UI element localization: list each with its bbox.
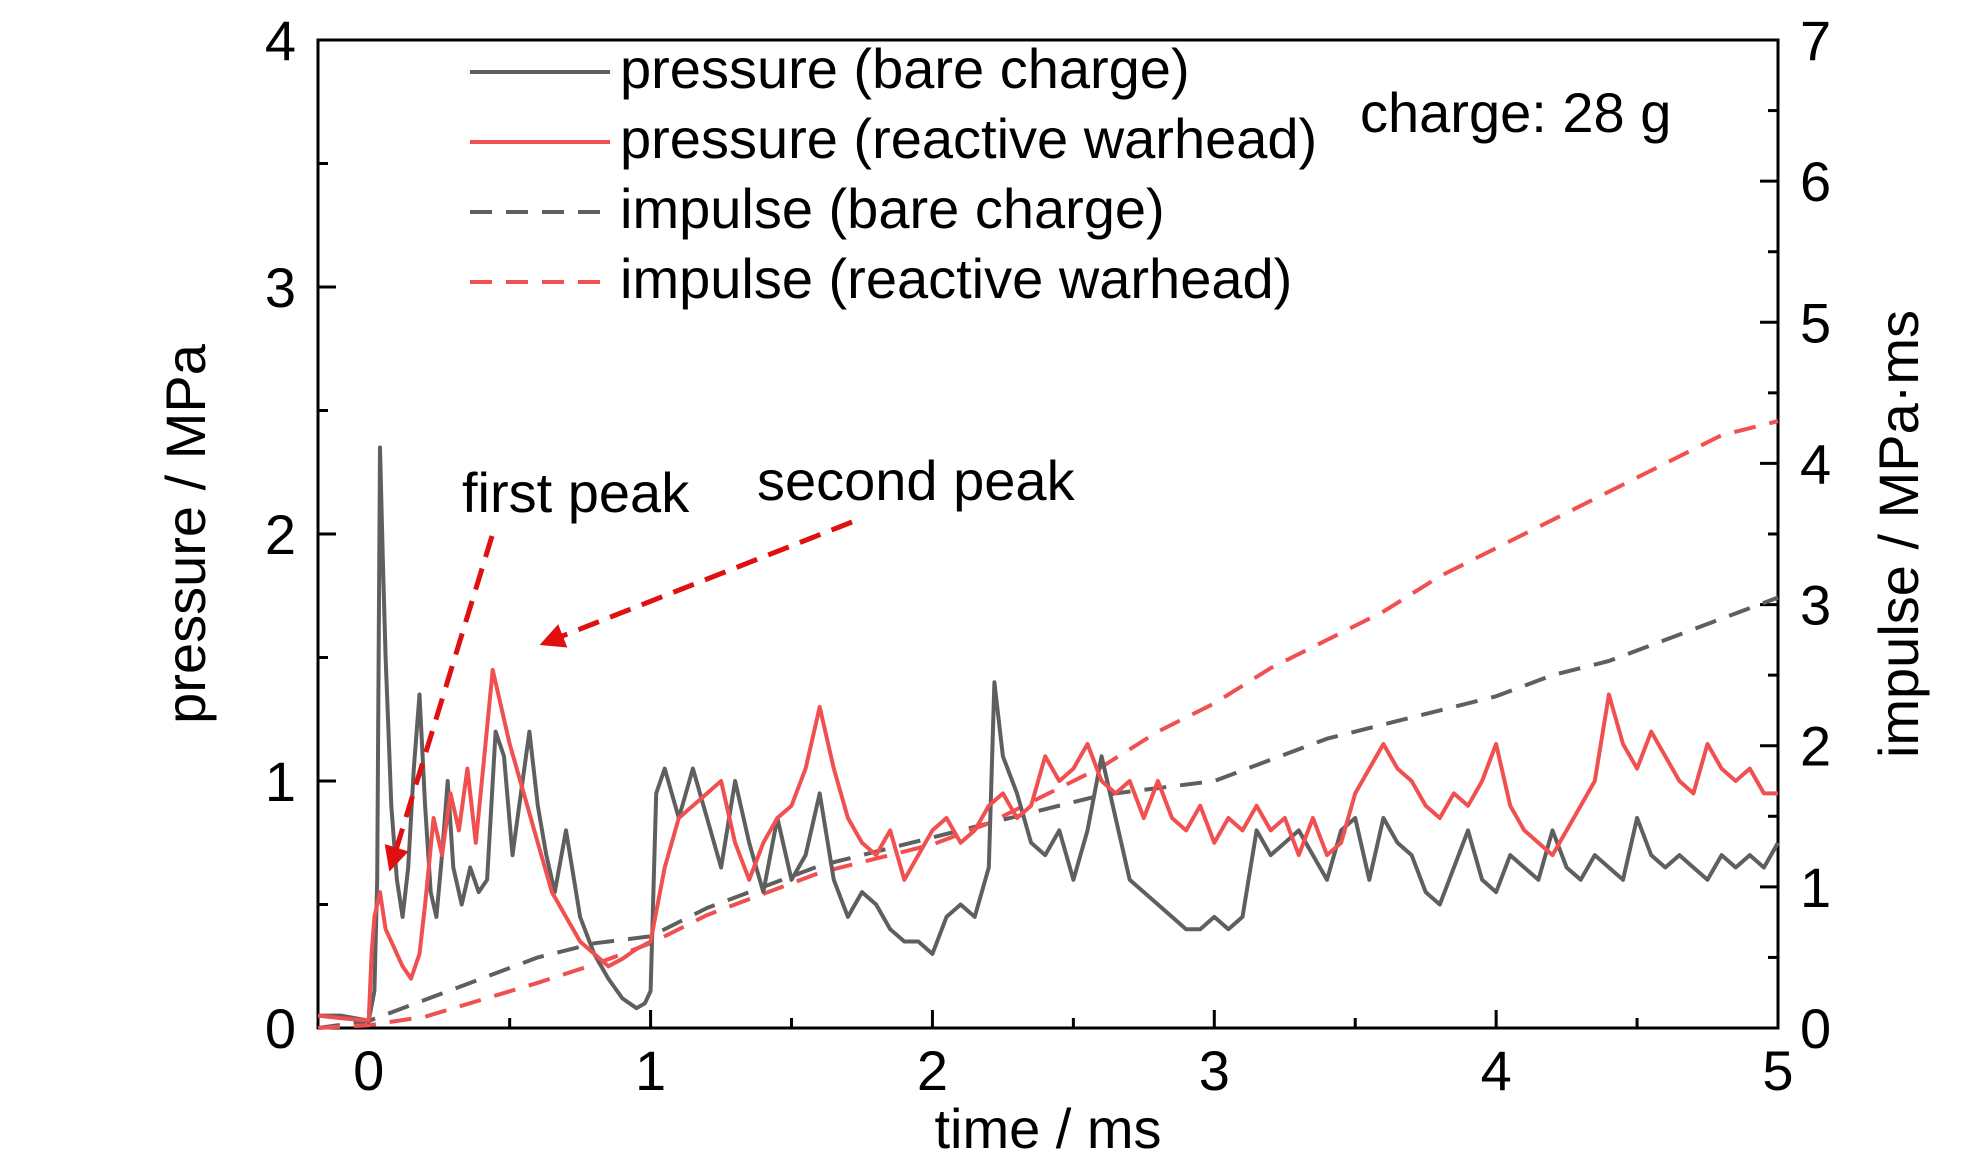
y-axis-left-title: pressure / MPa bbox=[154, 343, 217, 724]
x-tick-label: 0 bbox=[353, 1039, 384, 1102]
series-line-impulse-bare-charge- bbox=[317, 595, 1779, 1030]
y-right-tick-label: 0 bbox=[1800, 997, 1831, 1060]
charge-annotation: charge: 28 g bbox=[1360, 81, 1671, 144]
legend-label: pressure (reactive warhead) bbox=[620, 107, 1317, 170]
legend-label: pressure (bare charge) bbox=[620, 37, 1190, 100]
series-line-impulse-reactive-warhead- bbox=[317, 419, 1779, 1030]
legend-label: impulse (reactive warhead) bbox=[620, 247, 1292, 310]
legend: pressure (bare charge) pressure (reactive… bbox=[470, 37, 1317, 310]
series-layer bbox=[317, 419, 1780, 1030]
annotation-second-peak: second peak bbox=[757, 449, 1076, 512]
annotation-layer: first peak second peak bbox=[384, 449, 1076, 872]
annotation-first-peak-arrow bbox=[384, 535, 495, 872]
legend-label: impulse (bare charge) bbox=[620, 177, 1165, 240]
annotation-second-peak-arrow bbox=[539, 519, 853, 648]
x-tick-label: 2 bbox=[917, 1039, 948, 1102]
y-right-tick-label: 7 bbox=[1800, 9, 1831, 72]
annotation-first-peak: first peak bbox=[462, 461, 690, 524]
series-line-pressure-bare-charge- bbox=[318, 445, 1780, 1023]
x-tick-label: 1 bbox=[635, 1039, 666, 1102]
y-right-tick-label: 5 bbox=[1800, 291, 1831, 354]
y-right-tick-label: 1 bbox=[1800, 856, 1831, 919]
y-left-tick-label: 0 bbox=[265, 997, 296, 1060]
series-line-pressure-reactive-warhead- bbox=[317, 667, 1778, 1023]
y-left-tick-label: 4 bbox=[265, 9, 296, 72]
x-tick-label: 5 bbox=[1762, 1039, 1793, 1102]
y-axis-right-title: impulse / MPa·ms bbox=[1867, 310, 1930, 758]
x-axis-title: time / ms bbox=[934, 1097, 1161, 1157]
y-right-tick-label: 6 bbox=[1800, 150, 1831, 213]
y-right-tick-label: 3 bbox=[1800, 574, 1831, 637]
y-right-tick-label: 2 bbox=[1800, 715, 1831, 778]
y-right-tick-label: 4 bbox=[1800, 432, 1831, 495]
x-tick-label: 4 bbox=[1481, 1039, 1512, 1102]
y-left-tick-label: 1 bbox=[265, 750, 296, 813]
y-left-tick-label: 3 bbox=[265, 256, 296, 319]
y-left-tick-label: 2 bbox=[265, 503, 296, 566]
x-tick-label: 3 bbox=[1199, 1039, 1230, 1102]
